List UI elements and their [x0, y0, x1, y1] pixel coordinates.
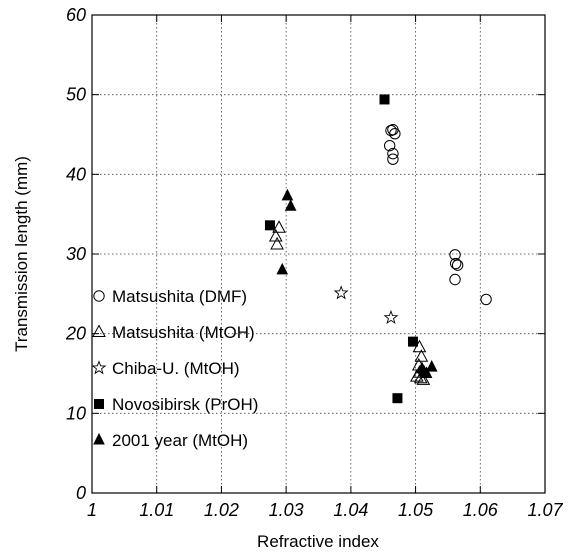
legend-marker	[92, 324, 106, 337]
square-data-point	[407, 336, 418, 347]
legend-item: 2001 year (MtOH)	[93, 431, 248, 450]
triangle-data-point	[272, 220, 286, 233]
y-tick-label: 10	[66, 403, 86, 423]
circle-data-point	[387, 147, 399, 160]
legend-label: Matsushita (DMF)	[112, 287, 247, 306]
triangle-data-point	[416, 372, 431, 385]
legend-marker	[94, 399, 104, 409]
circle-data-point	[387, 153, 399, 165]
legend-item: Matsushita (DMF)	[93, 287, 247, 306]
circle-data-point	[389, 128, 401, 140]
grid-lines	[92, 15, 545, 493]
legend-marker	[93, 432, 105, 445]
y-tick-label: 20	[65, 324, 86, 344]
star-data-point	[333, 285, 349, 300]
legend-marker	[91, 360, 107, 375]
legend-item: Novosibirsk (PrOH)	[94, 395, 258, 414]
x-tick-label: 1.06	[463, 500, 499, 520]
x-tick-label: 1.03	[269, 500, 304, 520]
y-tick-label: 0	[76, 483, 86, 503]
y-axis-title: Transmission length (mm)	[12, 156, 31, 352]
circle-data-point	[449, 273, 461, 286]
y-tick-label: 60	[66, 5, 86, 25]
triangle-data-point	[414, 349, 429, 362]
square-data-point	[379, 94, 390, 105]
legend-label: Chiba-U. (MtOH)	[112, 359, 240, 378]
x-tick-label: 1	[87, 500, 97, 520]
legend-item: Chiba-U. (MtOH)	[91, 359, 240, 378]
circle-data-point	[449, 249, 461, 261]
triangle-data-point	[276, 262, 289, 275]
y-tick-label: 30	[66, 244, 86, 264]
triangle-data-point	[420, 366, 433, 378]
circle-data-point	[451, 259, 464, 271]
triangle-data-point	[270, 236, 284, 250]
x-tick-label: 1.04	[333, 500, 368, 520]
legend-label: Novosibirsk (PrOH)	[112, 395, 258, 414]
legend: Matsushita (DMF) Matsushita (MtOH) Chiba-U…	[91, 287, 258, 450]
legend-label: 2001 year (MtOH)	[112, 431, 248, 450]
axis-ticks: 1 1.01 1.02 1.03 1.04 1.05 1.06 1.07 0 10 20 30 40 50…	[65, 5, 564, 520]
square-data-point	[392, 393, 403, 404]
y-tick-label: 40	[66, 164, 86, 184]
y-tick-label: 50	[66, 85, 86, 105]
circle-data-point	[480, 293, 492, 306]
square-data-point	[264, 220, 275, 231]
legend-marker	[93, 290, 105, 302]
x-tick-label: 1.05	[398, 500, 434, 520]
x-tick-label: 1.01	[139, 500, 174, 520]
data-points	[264, 94, 492, 404]
circle-data-point	[449, 257, 462, 270]
triangle-data-point	[284, 199, 297, 211]
legend-item: Matsushita (MtOH)	[92, 323, 255, 342]
x-tick-label: 1.07	[527, 500, 563, 520]
triangle-data-point	[425, 360, 438, 372]
legend-label: Matsushita (MtOH)	[112, 323, 255, 342]
x-tick-label: 1.02	[204, 500, 239, 520]
star-data-point	[383, 309, 399, 325]
circle-data-point	[383, 139, 396, 152]
triangle-data-point	[281, 188, 294, 201]
x-axis-title: Refractive index	[257, 532, 379, 551]
